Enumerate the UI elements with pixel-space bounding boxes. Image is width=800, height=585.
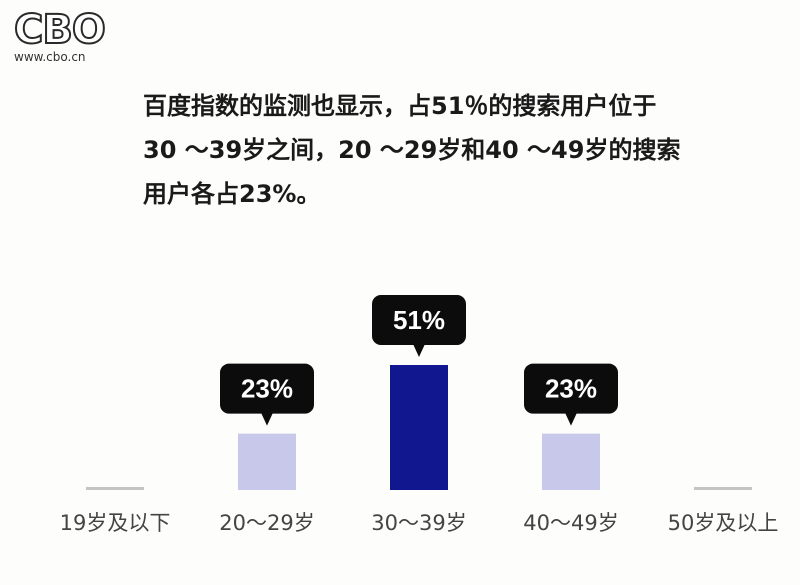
- bar-zero: [86, 487, 144, 490]
- bubble-pointer: [413, 344, 425, 357]
- bar: [390, 365, 448, 490]
- bubble-pointer: [565, 412, 577, 426]
- category-label: 50岁及以上: [668, 511, 779, 535]
- description-line: 百度指数的监测也显示，占51％的搜索用户位于: [143, 92, 657, 120]
- bubble-box: [372, 295, 466, 345]
- category-label: 20～29岁: [219, 511, 314, 535]
- bar-zero: [694, 487, 752, 490]
- data-label-bubble: 51%: [372, 295, 466, 357]
- bar: [542, 433, 600, 490]
- logo-site-url: www.cbo.cn: [14, 50, 86, 64]
- data-label: 23%: [545, 374, 597, 404]
- description-line: 用户各占23%。: [143, 180, 321, 208]
- data-label-bubble: 23%: [220, 363, 314, 426]
- bubble-box: [524, 363, 618, 414]
- category-label: 30～39岁: [371, 511, 466, 535]
- cbo-logo: CBO www.cbo.cn: [13, 7, 114, 64]
- bubble-pointer: [261, 412, 273, 426]
- logo-text: CBO: [13, 7, 107, 53]
- description-paragraph: 百度指数的监测也显示，占51％的搜索用户位于 30 ～39岁之间，20 ～29岁…: [143, 84, 743, 216]
- data-label-bubble: 23%: [524, 363, 618, 426]
- category-label: 40～49岁: [523, 511, 618, 535]
- data-label: 23%: [241, 374, 293, 404]
- description-line: 30 ～39岁之间，20 ～29岁和40 ～49岁的搜索: [143, 136, 681, 164]
- bubble-box: [220, 363, 314, 414]
- bar: [238, 433, 296, 490]
- data-label: 51%: [393, 305, 445, 335]
- category-label: 19岁及以下: [60, 511, 171, 535]
